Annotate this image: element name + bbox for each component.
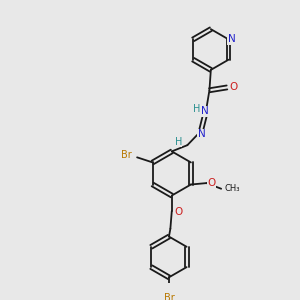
Text: O: O	[174, 207, 182, 217]
Text: O: O	[229, 82, 237, 92]
Text: Br: Br	[164, 293, 174, 300]
Text: N: N	[198, 129, 206, 140]
Text: CH₃: CH₃	[224, 184, 240, 193]
Text: H: H	[193, 104, 201, 114]
Text: Br: Br	[121, 150, 132, 160]
Text: N: N	[228, 34, 236, 44]
Text: O: O	[207, 178, 216, 188]
Text: H: H	[175, 137, 182, 147]
Text: N: N	[201, 106, 208, 116]
